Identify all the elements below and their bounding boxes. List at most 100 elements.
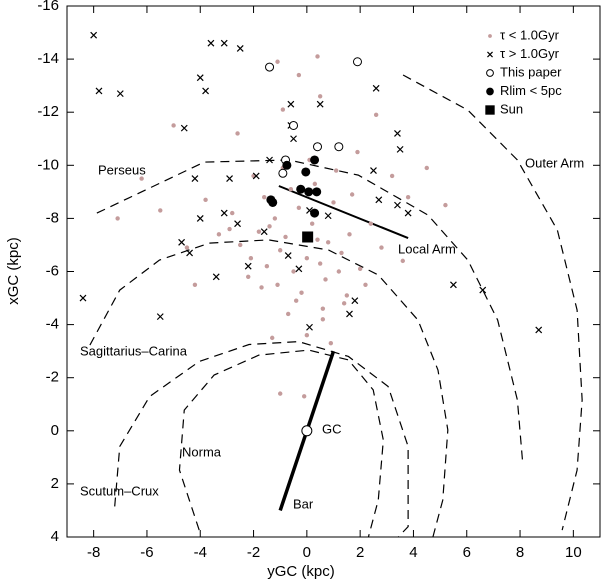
cross-stroke <box>180 124 188 132</box>
cross-stroke <box>196 74 204 82</box>
dot <box>230 210 235 216</box>
cross <box>306 323 313 331</box>
cross-stroke <box>372 84 380 92</box>
cross <box>95 87 103 95</box>
cross-stroke <box>79 294 87 302</box>
dot <box>285 311 291 317</box>
cross <box>372 84 380 92</box>
square <box>485 105 495 115</box>
cross <box>284 252 292 259</box>
cross-stroke <box>396 145 404 153</box>
cross <box>116 90 124 98</box>
cross <box>202 87 210 95</box>
dot <box>278 391 283 396</box>
cross-stroke <box>156 313 164 321</box>
cross <box>487 51 493 58</box>
y-tick-label: -14 <box>37 50 59 67</box>
cross <box>295 265 303 273</box>
dot <box>272 216 278 221</box>
cross-stroke <box>479 286 487 294</box>
cross-stroke <box>234 220 241 228</box>
dot <box>400 258 405 264</box>
cross-stroke <box>284 252 292 259</box>
open-circle <box>486 69 494 77</box>
dot <box>296 205 302 210</box>
filled-circle <box>301 167 311 177</box>
cross <box>212 273 220 281</box>
cross <box>234 220 241 228</box>
cross-stroke <box>220 39 228 47</box>
dot <box>259 285 264 290</box>
dot <box>312 181 318 187</box>
dot <box>256 229 262 234</box>
spiral-arm <box>96 159 524 461</box>
cross-stroke <box>90 31 98 39</box>
x-tick-label: 0 <box>303 544 311 561</box>
dot <box>333 168 339 173</box>
dot <box>291 269 296 274</box>
open-circle <box>278 168 288 178</box>
dot <box>216 232 222 237</box>
dot <box>336 269 342 274</box>
dot <box>299 290 304 295</box>
dot <box>344 293 350 298</box>
cross-stroke <box>220 209 228 217</box>
dot <box>293 298 299 303</box>
cross-stroke <box>207 39 215 47</box>
cross-stroke <box>351 297 359 305</box>
cross-stroke <box>226 175 233 182</box>
dot <box>275 59 280 64</box>
x-tick-label: 2 <box>356 544 364 561</box>
dot <box>363 282 368 287</box>
dot <box>331 200 336 205</box>
dot <box>304 256 310 261</box>
dot <box>139 176 144 181</box>
dot <box>264 263 270 269</box>
cross <box>90 31 98 39</box>
cross-stroke <box>316 100 324 108</box>
x-tick-label: 4 <box>409 544 417 561</box>
dot <box>301 394 307 399</box>
cross-stroke <box>487 51 493 58</box>
cross <box>220 39 228 47</box>
cross <box>479 286 487 294</box>
dot <box>405 194 411 200</box>
cross-stroke <box>260 228 268 236</box>
y-tick-label: -10 <box>37 156 59 173</box>
cross <box>287 100 295 108</box>
dot <box>315 54 320 59</box>
y-axis-title: xGC (kpc) <box>5 237 22 305</box>
cross <box>394 130 401 137</box>
dot <box>339 250 344 256</box>
cross <box>191 175 199 182</box>
dot <box>424 165 429 171</box>
cross-stroke <box>394 130 401 137</box>
x-tick-label: 6 <box>463 544 471 561</box>
cross <box>316 100 324 108</box>
cross <box>226 175 233 182</box>
filled-circle <box>268 197 278 207</box>
cross-stroke <box>394 201 401 209</box>
dot <box>355 149 360 155</box>
open-circle <box>289 120 299 130</box>
annotation: Norma <box>182 444 222 459</box>
cross-stroke <box>252 172 260 180</box>
dot <box>304 333 310 338</box>
cross-stroke <box>178 238 186 246</box>
cross <box>370 167 377 175</box>
cross <box>186 249 194 257</box>
cross-stroke <box>287 100 295 108</box>
dot <box>248 256 254 261</box>
dot <box>357 266 363 272</box>
cross-stroke <box>116 90 124 98</box>
open-circle <box>265 62 275 72</box>
dot <box>171 123 176 128</box>
cross <box>396 145 404 153</box>
x-tick-label: -6 <box>140 544 153 561</box>
x-tick-label: -8 <box>87 544 100 561</box>
cross-stroke <box>191 175 199 182</box>
legend-label: Sun <box>500 101 523 116</box>
dot <box>309 221 315 226</box>
cross-stroke <box>306 323 313 331</box>
spiral-arm <box>114 340 409 538</box>
